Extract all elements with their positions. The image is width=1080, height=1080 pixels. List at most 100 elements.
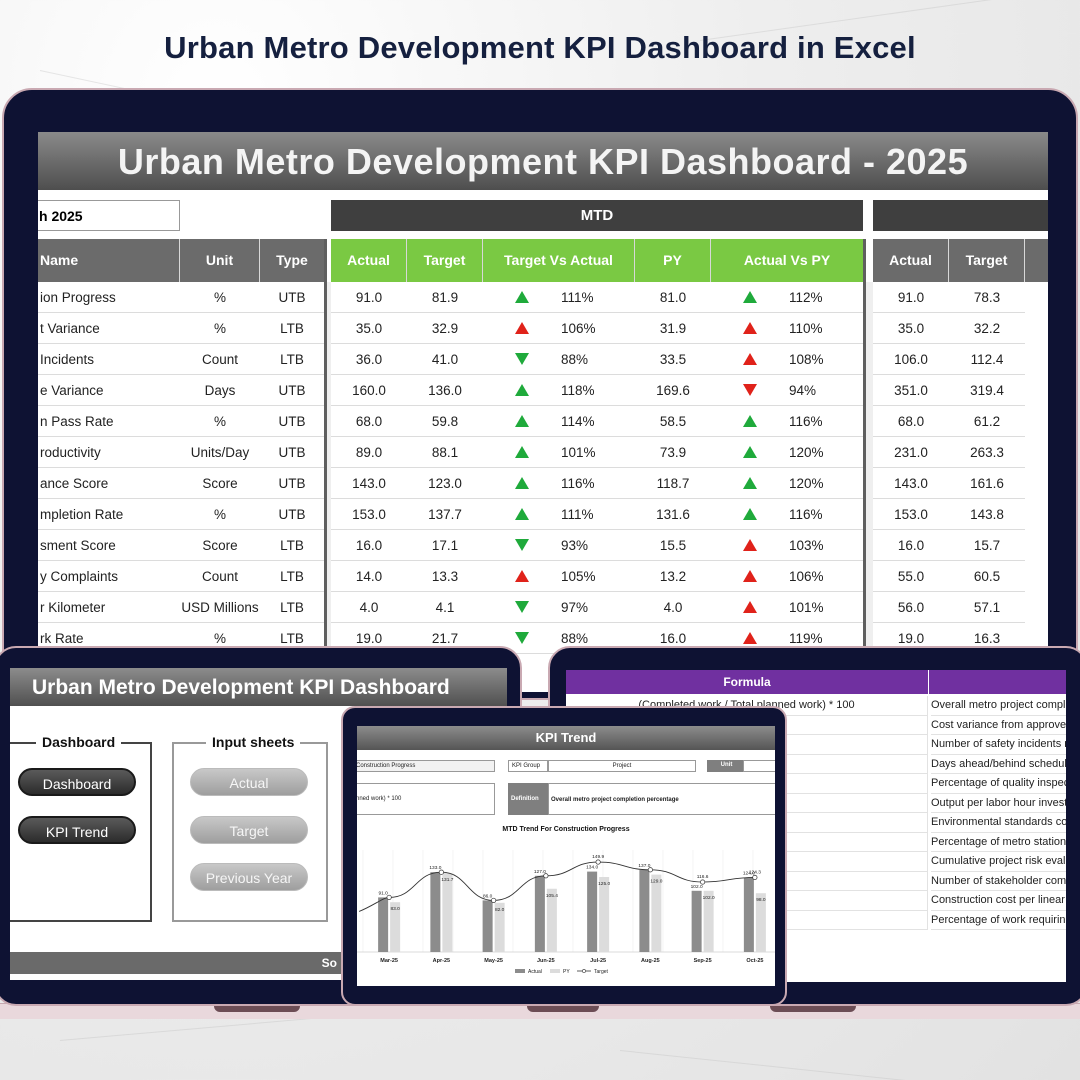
divider-line xyxy=(863,239,866,692)
bar-py xyxy=(651,874,662,952)
header-target-vs-actual: Target Vs Actual xyxy=(483,239,635,282)
cell-tva: 111% xyxy=(483,499,635,530)
legend-label-target: Target xyxy=(594,969,609,975)
definition-cell: Percentage of quality inspec xyxy=(931,774,1066,794)
cell-type: LTB xyxy=(260,344,324,375)
actual-sheet-button[interactable]: Actual xyxy=(190,768,308,796)
arrow-down-icon xyxy=(515,632,529,644)
cell-name: t Variance xyxy=(38,313,180,344)
cell-ytd-actual: 68.0 xyxy=(873,406,949,437)
header-mtd-target: Target xyxy=(407,239,483,282)
cell-ytd-target: 61.2 xyxy=(949,406,1025,437)
laptop-foot xyxy=(770,1003,856,1012)
cell-ytd-actual: 56.0 xyxy=(873,592,949,623)
target-point xyxy=(438,869,444,875)
data-label-actual: 133.0 xyxy=(429,865,441,871)
percent-value: 103% xyxy=(789,538,824,553)
cell-avp: 108% xyxy=(711,344,863,375)
target-point xyxy=(491,897,497,903)
cell-ytd-actual: 106.0 xyxy=(873,344,949,375)
cell-unit: Days xyxy=(180,375,260,406)
dashboard-group-title: Dashboard xyxy=(36,734,122,750)
legend-marker-target xyxy=(582,969,586,973)
arrow-up-icon xyxy=(515,322,529,334)
arrow-up-icon xyxy=(743,477,757,489)
definition-cell: Cost variance from approved xyxy=(931,716,1066,735)
kpi-name-selector[interactable]: Construction Progress xyxy=(357,760,495,772)
main-laptop-frame: Urban Metro Development KPI Dashboard - … xyxy=(2,88,1078,700)
target-point xyxy=(647,867,653,873)
kpi-table-row: t Variance% LTB 35.0 32.9 106% 31.9 110% 35.0 32… xyxy=(38,313,1048,344)
data-label-py: 83.0 xyxy=(390,906,400,912)
cell-ytd-target: 15.7 xyxy=(949,530,1025,561)
cell-actual: 160.0 xyxy=(331,375,407,406)
kpi-trend-button[interactable]: KPI Trend xyxy=(18,816,136,844)
bar-py xyxy=(442,872,453,952)
data-label-target: 149.9 xyxy=(592,854,604,860)
definition-label: Definition xyxy=(508,783,548,815)
percent-value: 106% xyxy=(561,321,596,336)
input-sheets-group-title: Input sheets xyxy=(206,734,301,750)
cell-actual: 16.0 xyxy=(331,530,407,561)
previous-year-button[interactable]: Previous Year xyxy=(190,863,308,891)
cell-actual: 143.0 xyxy=(331,468,407,499)
cell-name: sment Score xyxy=(38,530,180,561)
cell-ytd-actual: 16.0 xyxy=(873,530,949,561)
header-ytd-actual: Actual xyxy=(873,239,949,282)
unit-value xyxy=(743,760,775,772)
cell-target: 137.7 xyxy=(407,499,483,530)
cell-ytd-target: 32.2 xyxy=(949,313,1025,344)
cell-unit: % xyxy=(180,406,260,437)
cell-name: Incidents xyxy=(38,344,180,375)
arrow-up-icon xyxy=(743,291,757,303)
arrow-up-icon xyxy=(743,601,757,613)
cell-py: 118.7 xyxy=(635,468,711,499)
percent-value: 116% xyxy=(789,414,823,429)
cell-py: 131.6 xyxy=(635,499,711,530)
month-selector[interactable]: h 2025 xyxy=(38,200,180,231)
cell-unit: Units/Day xyxy=(180,437,260,468)
cell-py: 73.9 xyxy=(635,437,711,468)
cell-py: 31.9 xyxy=(635,313,711,344)
header-mtd-actual: Actual xyxy=(331,239,407,282)
cell-py: 33.5 xyxy=(635,344,711,375)
arrow-up-icon xyxy=(515,415,529,427)
dashboard-button[interactable]: Dashboard xyxy=(18,768,136,796)
bar-actual xyxy=(639,869,650,952)
cell-actual: 153.0 xyxy=(331,499,407,530)
cell-unit: % xyxy=(180,282,260,313)
data-label-actual: 127.0 xyxy=(534,869,546,875)
data-label-actual: 124.0 xyxy=(743,871,755,877)
target-point xyxy=(595,859,601,865)
laptop-foot xyxy=(214,1003,300,1012)
cell-ytd-actual: 35.0 xyxy=(873,313,949,344)
mtd-section-header: MTD xyxy=(331,200,863,231)
cell-actual: 89.0 xyxy=(331,437,407,468)
column-gap xyxy=(863,282,873,692)
cell-name: r Kilometer xyxy=(38,592,180,623)
percent-value: 118% xyxy=(561,383,595,398)
data-label-actual: 134.0 xyxy=(586,865,598,871)
cell-type: LTB xyxy=(260,530,324,561)
percent-value: 88% xyxy=(561,352,589,367)
percent-value: 112% xyxy=(789,290,823,305)
definition-cell: Days ahead/behind schedule xyxy=(931,755,1066,774)
target-sheet-button[interactable]: Target xyxy=(190,816,308,844)
percent-value: 101% xyxy=(561,445,596,460)
cell-ytd-actual: 231.0 xyxy=(873,437,949,468)
arrow-up-icon xyxy=(743,539,757,551)
kpi-table-row: r Kilometer USD Millions LTB 4.0 4.1 97% 4.0 10… xyxy=(38,592,1048,623)
bar-py xyxy=(494,902,505,952)
bar-actual xyxy=(482,900,493,952)
cell-name: e Variance xyxy=(38,375,180,406)
data-label-py: 131.7 xyxy=(441,877,453,883)
cell-target: 13.3 xyxy=(407,561,483,592)
arrow-up-icon xyxy=(743,632,757,644)
percent-value: 116% xyxy=(561,476,595,491)
data-label-actual: 91.0 xyxy=(378,890,388,896)
cell-target: 4.1 xyxy=(407,592,483,623)
ytd-section-header xyxy=(873,200,1048,231)
cell-actual: 91.0 xyxy=(331,282,407,313)
data-label-target: 116.6 xyxy=(697,874,709,880)
kpi-group-value: Project xyxy=(548,760,696,772)
